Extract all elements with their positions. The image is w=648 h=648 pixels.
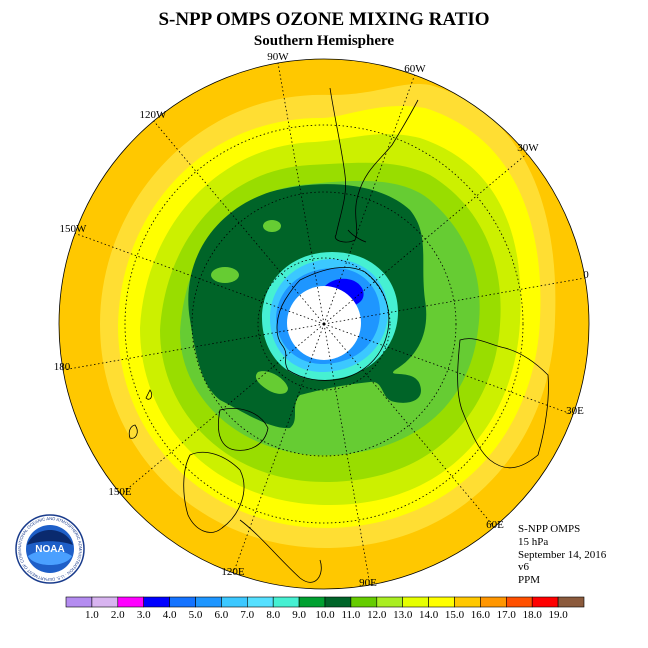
contour-blob [263,220,281,232]
pressure-level: 15 hPa [518,536,548,548]
meridian-line [153,120,325,325]
colorbar-swatch [195,596,222,608]
instrument-label: S-NPP OMPS [518,523,580,535]
colorbar-swatch [402,596,429,608]
meridian-line [323,323,495,528]
meridian-line [74,232,325,325]
meridian-line [323,323,574,416]
colorbar-tick-label: 18.0 [523,609,543,621]
contour-island-light-green [255,371,288,394]
lon-label-60w: 60W [404,63,426,75]
map-subtitle: Southern Hemisphere [254,33,394,49]
colorbar-swatch [221,596,248,608]
units-label: PPM [518,574,540,586]
colorbar-tick-label: 15.0 [445,609,465,621]
colorbar-tick-label: 10.0 [315,609,335,621]
polar-map [58,58,590,590]
colorbar-swatch [376,596,403,608]
colorbar-swatch [428,596,455,608]
colorbar-swatch [324,596,352,608]
colorbar-tick-label: 17.0 [497,609,517,621]
meridian-line [232,323,325,574]
meridian-line [62,323,325,371]
parallel-circle [257,257,391,391]
lon-label-180: 180 [54,361,71,373]
longitude-labels: 0 30E 60E 90E 120E 150E 180 150W 120W 90… [54,51,590,589]
meridian-lines [62,62,586,586]
lon-label-120w: 120W [140,109,168,121]
colorbar-tick-label: 11.0 [341,609,360,621]
colorbar-tick-label: 16.0 [471,609,491,621]
colorbar-tick-label: 1.0 [85,609,99,621]
coastlines [128,87,549,583]
lon-label-150e: 150E [108,486,132,498]
meridian-line [277,62,325,325]
colorbar-tick-label: 4.0 [163,609,177,621]
colorbar-tick-label: 2.0 [111,609,125,621]
colorbar-swatch [65,596,93,608]
colorbar: 1.0 2.0 3.0 4.0 5.0 6.0 7.0 8.0 9.0 10.0 11.0 12.0 1… [65,596,585,621]
colorbar-swatch [143,596,170,608]
map-title: S-NPP OMPS OZONE MIXING RATIO [158,9,489,30]
colorbar-swatch [272,596,300,608]
parallel-circle [191,191,457,457]
contour-blob [211,267,239,283]
map-boundary-circle [58,58,590,590]
colorbar-swatch [557,596,585,608]
colorbar-swatch [454,596,481,608]
date-label: September 14, 2016 [518,549,607,561]
meridian-line [323,74,416,325]
lon-label-60e: 60E [486,519,504,531]
parallel-circles [124,124,524,524]
meridian-line [323,153,528,325]
version-label: v6 [518,561,530,573]
colorbar-swatch [91,596,119,608]
colorbar-tick-label: 6.0 [215,609,229,621]
colorbar-swatch [117,596,145,608]
colorbar-swatch [169,596,196,608]
lon-label-90w: 90W [267,51,289,63]
colorbar-swatch [247,596,274,608]
lon-label-0: 0 [583,269,589,281]
metadata-block: S-NPP OMPS 15 hPa September 14, 2016 v6 … [518,523,607,586]
colorbar-tick-label: 9.0 [292,609,306,621]
lon-label-30w: 30W [517,142,539,154]
colorbar-tick-label: 8.0 [266,609,280,621]
colorbar-swatch [531,596,559,608]
graticule [58,58,590,590]
colorbar-tick-label: 13.0 [393,609,413,621]
lon-label-30e: 30E [566,405,584,417]
lon-label-120e: 120E [221,566,245,578]
parallel-circle [124,124,524,524]
colorbar-tick-label: 14.0 [419,609,439,621]
meridian-line [120,323,325,495]
colorbar-swatch [480,596,507,608]
meridian-line [323,277,586,325]
colorbar-swatch [298,596,326,608]
colorbar-swatch [505,596,533,608]
colorbar-tick-label: 5.0 [189,609,203,621]
colorbar-tick-label: 12.0 [367,609,387,621]
lon-label-90e: 90E [359,577,377,589]
colorbar-tick-label: 7.0 [240,609,254,621]
colorbar-tick-label: 19.0 [548,609,568,621]
south-pole-marker [322,322,326,326]
meridian-line [323,323,371,586]
colorbar-swatch [350,596,378,608]
colorbar-tick-label: 3.0 [137,609,151,621]
noaa-logo-text: NOAA [35,544,64,555]
lon-label-150w: 150W [60,223,88,235]
